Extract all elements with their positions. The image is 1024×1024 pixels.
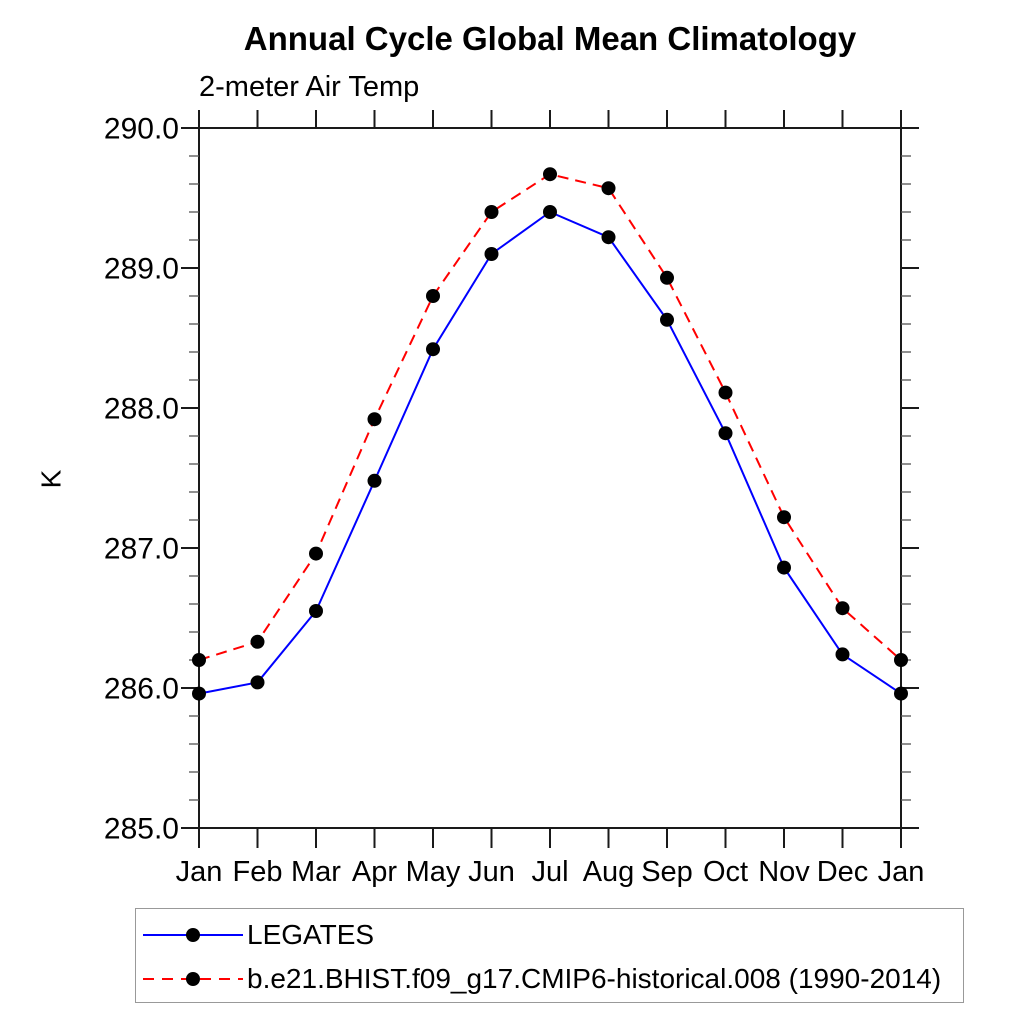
legend-label-legates: LEGATES (247, 919, 375, 950)
data-point-marker (718, 426, 733, 441)
data-point-marker (718, 385, 733, 400)
data-point-marker (367, 473, 382, 488)
data-point-marker (250, 634, 265, 649)
data-point-marker (250, 675, 265, 690)
legend: LEGATES b.e21.BHIST.f09_g17.CMIP6-histor… (135, 908, 964, 1003)
x-tick-label: Feb (233, 856, 283, 888)
data-point-marker (309, 546, 323, 561)
chart-subtitle: 2-meter Air Temp (199, 71, 420, 103)
series-line-legates (198, 210, 902, 695)
x-tick-label: Nov (758, 856, 810, 888)
x-tick-label: Jul (531, 856, 568, 888)
y-tick-label: 285.0 (104, 813, 179, 846)
legend-item-legates: LEGATES (143, 919, 375, 950)
data-point-marker (601, 230, 616, 245)
x-tick-label: Aug (583, 856, 635, 888)
data-point-marker (894, 653, 908, 667)
data-point-marker (660, 312, 674, 327)
data-point-marker (309, 604, 323, 618)
x-tick-label: Sep (641, 856, 693, 888)
x-tick-label: Dec (817, 856, 869, 888)
data-point-marker (367, 412, 382, 427)
data-point-marker (660, 270, 674, 285)
legend-marker-dot (186, 928, 200, 942)
chart-title: Annual Cycle Global Mean Climatology (243, 20, 857, 57)
data-point-marker (777, 560, 791, 575)
x-tick-label: Jan (176, 856, 223, 888)
x-tick-label: Jun (468, 856, 515, 888)
x-tick-label: Apr (352, 856, 397, 888)
x-tick-label: Jan (878, 856, 925, 888)
y-tick-label: 288.0 (104, 393, 179, 426)
data-point-marker (601, 181, 616, 196)
series-line-model (198, 173, 902, 661)
x-tick-label: Oct (703, 856, 748, 888)
data-point-marker (894, 686, 908, 701)
legend-line-sample-dashed (143, 971, 243, 987)
y-tick-label: 286.0 (104, 673, 179, 706)
x-tick-label: May (406, 856, 461, 888)
data-point-marker (484, 247, 499, 261)
data-point-marker (835, 601, 850, 616)
legend-item-model: b.e21.BHIST.f09_g17.CMIP6-historical.008… (143, 963, 942, 994)
data-point-marker (543, 205, 557, 219)
y-tick-label: 287.0 (104, 533, 179, 566)
data-point-marker (543, 167, 557, 182)
y-tick-label: 289.0 (104, 253, 179, 286)
x-tick-label: Mar (291, 856, 341, 888)
data-point-marker (484, 205, 499, 219)
data-point-marker (426, 289, 440, 303)
data-point-marker (426, 342, 440, 357)
legend-marker-dot (186, 972, 200, 986)
data-point-marker (835, 647, 850, 662)
plot-frame (198, 127, 902, 829)
y-tick-label: 290.0 (104, 113, 179, 146)
legend-label-model: b.e21.BHIST.f09_g17.CMIP6-historical.008… (247, 963, 942, 994)
data-point-marker (777, 510, 791, 525)
legend-line-sample-solid (143, 927, 243, 943)
data-point-marker (192, 653, 206, 667)
data-point-marker (192, 686, 206, 701)
